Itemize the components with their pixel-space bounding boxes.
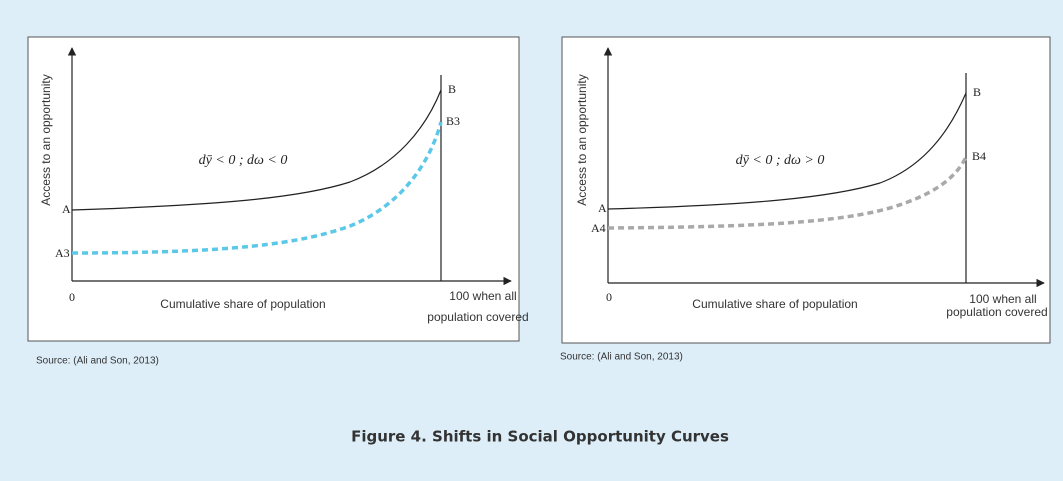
opportunity-curve xyxy=(607,92,967,210)
point-label: B3 xyxy=(446,114,460,128)
source: Source: (Ali and Son, 2013) xyxy=(36,356,159,367)
panel-frame xyxy=(561,36,1051,344)
shifted-curve xyxy=(71,121,443,255)
point-label: B xyxy=(448,82,456,96)
end-label: population covered xyxy=(427,310,528,324)
origin-label: 0 xyxy=(606,290,612,304)
opportunity-curve xyxy=(71,89,442,211)
equation: dȳ < 0 ; dω < 0 xyxy=(199,153,288,168)
point-label: A3 xyxy=(55,246,70,260)
point-label: A xyxy=(598,201,607,215)
panel-frame xyxy=(27,36,520,342)
point-label: B4 xyxy=(972,149,986,163)
y-axis-label: Access to an opportunity xyxy=(575,74,589,205)
end-label: 100 when all xyxy=(449,289,516,303)
panel-left: Access to an opportunity dȳ < 0 ; dω < 0… xyxy=(27,36,529,367)
point-label: B xyxy=(973,85,981,99)
end-label: population covered xyxy=(946,305,1047,319)
y-axis-label: Access to an opportunity xyxy=(39,74,53,205)
caption: Figure 4. Shifts in Social Opportunity C… xyxy=(351,428,729,446)
equation: dȳ < 0 ; dω > 0 xyxy=(736,153,825,168)
x-axis-label: Cumulative share of population xyxy=(160,297,325,311)
shifted-curve xyxy=(607,156,968,230)
x-axis-label: Cumulative share of population xyxy=(692,297,857,311)
source: Source: (Ali and Son, 2013) xyxy=(560,352,683,363)
end-label: 100 when all xyxy=(969,292,1036,306)
panel-right: Access to an opportunity dȳ < 0 ; dω > 0… xyxy=(560,36,1051,363)
point-label: A4 xyxy=(591,221,606,235)
point-label: A xyxy=(62,202,71,216)
origin-label: 0 xyxy=(69,290,75,304)
